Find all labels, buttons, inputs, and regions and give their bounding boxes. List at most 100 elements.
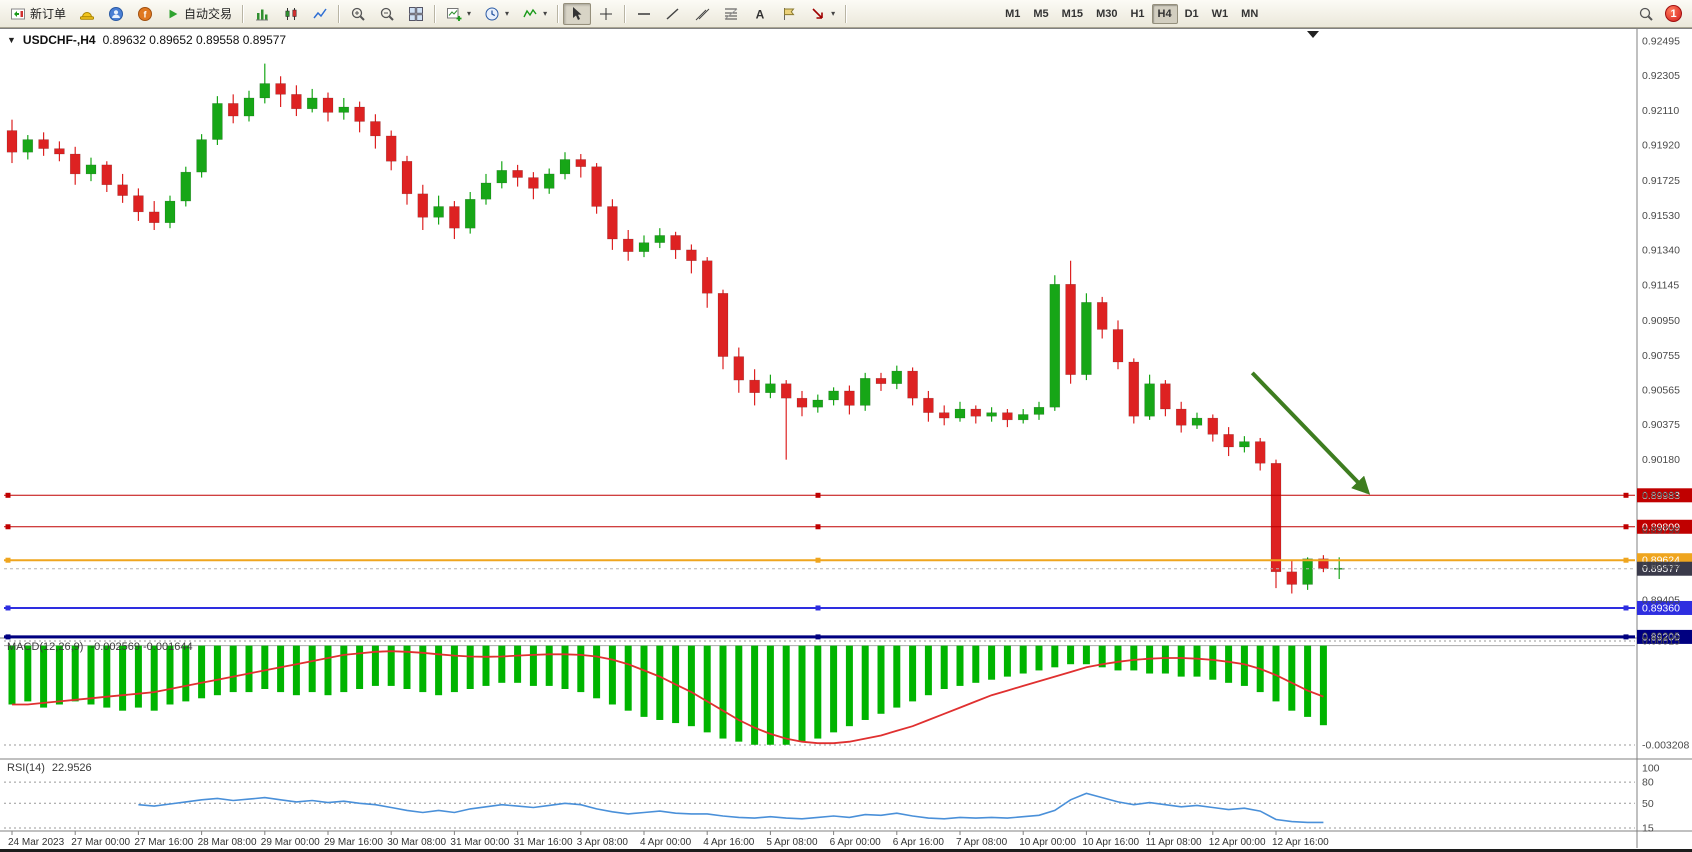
current-price-marker: 0.89577 bbox=[4, 561, 1692, 576]
metaeditor-button[interactable] bbox=[73, 3, 101, 25]
autotrading-button[interactable]: 自动交易 bbox=[160, 3, 238, 25]
toolbar-separator bbox=[845, 4, 848, 23]
candle-1 bbox=[22, 139, 34, 153]
candle-80 bbox=[1270, 463, 1282, 573]
svg-text:0.90565: 0.90565 bbox=[1642, 385, 1680, 397]
macd-values: -0.002569 -0.001644 bbox=[90, 641, 193, 653]
time-axis: 24 Mar 2023 27 Mar 00:00 27 Mar 16:00 28 Ma… bbox=[8, 831, 1329, 848]
chart-header: ▼ USDCHF-,H4 0.89632 0.89652 0.89558 0.8… bbox=[7, 33, 286, 47]
svg-text:27 Mar 16:00: 27 Mar 16:00 bbox=[134, 837, 193, 848]
candle-62 bbox=[986, 412, 997, 417]
price-chart-canvas[interactable]: 0.89983 0.89809 0.89624 0.89360 0.89200 0.895… bbox=[0, 28, 1692, 852]
timeframe-m15-button[interactable]: M15 bbox=[1056, 4, 1089, 24]
market-button[interactable]: f bbox=[131, 3, 159, 25]
toolbar-separator bbox=[242, 4, 245, 23]
text-tool-button[interactable]: A bbox=[746, 3, 774, 25]
bar-chart-icon bbox=[256, 9, 269, 20]
tile-windows-button[interactable] bbox=[402, 3, 430, 25]
line-handle bbox=[815, 557, 821, 563]
channel-tool-button[interactable] bbox=[688, 3, 716, 25]
line-handle bbox=[1623, 557, 1629, 563]
chart-menu-icon[interactable]: ▼ bbox=[7, 35, 16, 45]
svg-text:29 Mar 00:00: 29 Mar 00:00 bbox=[261, 837, 320, 848]
candle-72 bbox=[1144, 383, 1155, 417]
candle-59 bbox=[938, 412, 950, 419]
fibonacci-tool-button[interactable] bbox=[717, 3, 745, 25]
trendline-icon bbox=[666, 7, 679, 20]
price-tag bbox=[1637, 488, 1692, 503]
line-handle bbox=[1623, 634, 1629, 640]
price-line-0.89809[interactable]: 0.89809 bbox=[4, 519, 1692, 534]
bar-chart-mode-button[interactable] bbox=[248, 3, 276, 25]
svg-text:5 Apr 08:00: 5 Apr 08:00 bbox=[766, 837, 818, 848]
svg-text:0.92495: 0.92495 bbox=[1642, 36, 1680, 48]
candle-60 bbox=[954, 408, 966, 419]
trendline-tool-button[interactable] bbox=[659, 3, 687, 25]
candle-81 bbox=[1286, 571, 1298, 585]
history-center-button[interactable]: ▾ bbox=[478, 3, 515, 25]
new-chart-button[interactable]: ▾ bbox=[440, 3, 477, 25]
timeframe-h4-button[interactable]: H4 bbox=[1151, 3, 1178, 24]
svg-text:4 Apr 00:00: 4 Apr 00:00 bbox=[640, 837, 692, 848]
timeframe-mn-button[interactable]: MN bbox=[1235, 4, 1264, 24]
svg-text:0.91920: 0.91920 bbox=[1642, 139, 1680, 151]
line-chart-mode-button[interactable] bbox=[306, 3, 334, 25]
chart-window: ▼ USDCHF-,H4 0.89632 0.89652 0.89558 0.8… bbox=[0, 28, 1692, 852]
candle-66 bbox=[1049, 283, 1061, 408]
svg-text:0.89360: 0.89360 bbox=[1642, 602, 1680, 614]
svg-text:12 Apr 00:00: 12 Apr 00:00 bbox=[1209, 837, 1266, 848]
svg-text:0.91340: 0.91340 bbox=[1642, 244, 1680, 256]
timeframe-m1-button[interactable]: M1 bbox=[999, 4, 1026, 24]
candle-37 bbox=[591, 166, 602, 207]
timeframe-h1-button[interactable]: H1 bbox=[1124, 4, 1150, 24]
horizontal-line-tool-button[interactable] bbox=[630, 3, 658, 25]
zoom-out-button[interactable] bbox=[373, 3, 401, 25]
candle-69 bbox=[1096, 302, 1108, 330]
svg-text:0.92305: 0.92305 bbox=[1642, 70, 1680, 82]
price-line-0.89983[interactable]: 0.89983 bbox=[4, 488, 1692, 503]
scroll-end-marker[interactable] bbox=[1307, 31, 1319, 38]
search-button[interactable] bbox=[1632, 3, 1660, 25]
indicators-button[interactable]: ▾ bbox=[516, 3, 553, 25]
crosshair-tool-button[interactable] bbox=[592, 3, 620, 25]
arrow-shapes-button[interactable]: ▾ bbox=[804, 3, 841, 25]
timeframe-m5-button[interactable]: M5 bbox=[1027, 4, 1054, 24]
market-icon: f bbox=[138, 6, 153, 21]
text-label-tool-button[interactable] bbox=[775, 3, 803, 25]
candle-73 bbox=[1160, 383, 1171, 410]
price-line-0.89200[interactable]: 0.89200 bbox=[4, 629, 1692, 644]
price-line-0.89624[interactable]: 0.89624 bbox=[4, 553, 1692, 568]
candle-5 bbox=[85, 164, 97, 175]
notification-badge[interactable]: 1 bbox=[1665, 5, 1682, 22]
candle-10 bbox=[164, 200, 176, 224]
price-line-0.89360[interactable]: 0.89360 bbox=[4, 600, 1692, 615]
candle-71 bbox=[1128, 361, 1140, 417]
candle-65 bbox=[1033, 406, 1045, 415]
line-handle bbox=[1623, 524, 1629, 530]
candle-8 bbox=[133, 195, 144, 213]
svg-text:31 Mar 16:00: 31 Mar 16:00 bbox=[514, 837, 573, 848]
candle-7 bbox=[117, 184, 128, 196]
candlestick-mode-button[interactable] bbox=[277, 3, 305, 25]
timeframe-w1-button[interactable]: W1 bbox=[1206, 4, 1235, 24]
candle-36 bbox=[575, 159, 587, 167]
trend-arrow[interactable] bbox=[1250, 371, 1371, 495]
toolbar-separator bbox=[338, 4, 341, 23]
candle-26 bbox=[417, 193, 429, 218]
line-handle bbox=[5, 524, 11, 530]
rsi-line bbox=[138, 792, 1324, 824]
new-order-button[interactable]: 新订单 bbox=[4, 3, 72, 25]
community-button[interactable] bbox=[102, 3, 130, 25]
candle-57 bbox=[907, 370, 918, 399]
timeframe-d1-button[interactable]: D1 bbox=[1179, 4, 1205, 24]
candle-9 bbox=[148, 211, 160, 224]
svg-text:31 Mar 00:00: 31 Mar 00:00 bbox=[450, 837, 509, 848]
zoom-in-button[interactable] bbox=[344, 3, 372, 25]
cursor-tool-button[interactable] bbox=[563, 2, 592, 25]
timeframe-m30-button[interactable]: M30 bbox=[1090, 4, 1123, 24]
svg-text:f: f bbox=[144, 9, 148, 19]
candle-48 bbox=[765, 383, 776, 394]
timeframe-toolbar: M1 M5 M15 M30 H1 H4 D1 W1 MN bbox=[999, 3, 1264, 24]
toolbar-separator bbox=[434, 4, 437, 23]
candle-79 bbox=[1254, 441, 1266, 464]
